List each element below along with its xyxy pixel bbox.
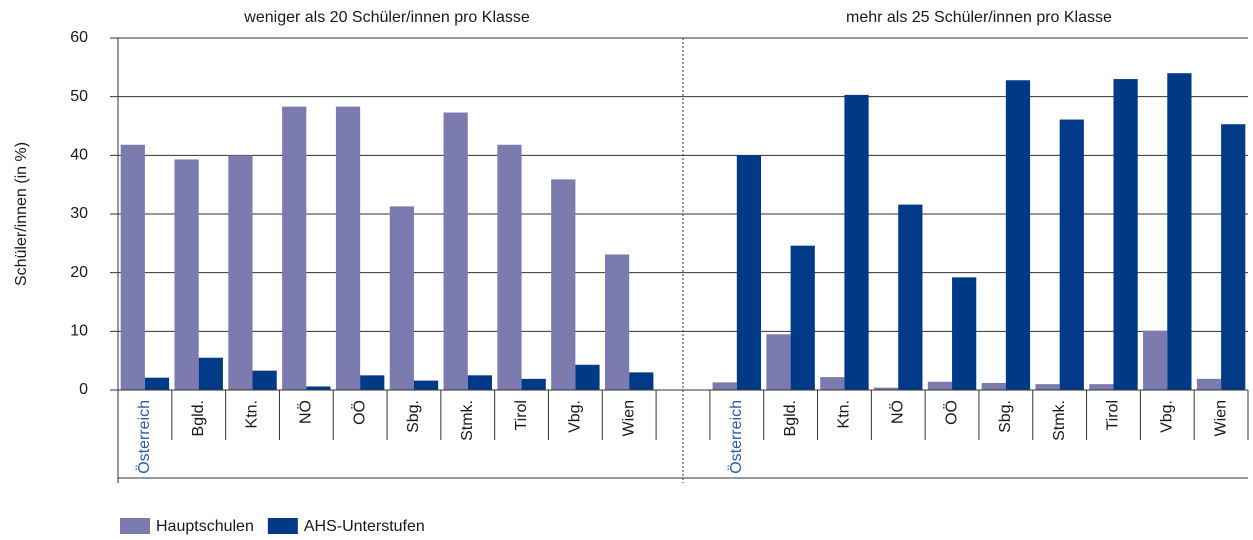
bar	[306, 386, 331, 390]
x-tick-label: NÖ	[888, 400, 906, 424]
x-tick-label: Tirol	[513, 400, 530, 431]
x-tick-label: Sbg.	[997, 400, 1014, 433]
y-tick-label: 20	[70, 264, 88, 281]
bar	[144, 377, 170, 390]
bar	[335, 106, 361, 390]
bar	[198, 357, 223, 390]
group-title: weniger als 20 Schüler/innen pro Klasse	[243, 9, 530, 26]
y-tick-label: 40	[70, 147, 88, 164]
bar	[898, 204, 923, 390]
x-tick-label: Ktn.	[244, 400, 261, 428]
legend-swatch	[267, 518, 298, 534]
y-tick-label: 50	[70, 88, 88, 105]
bar	[712, 382, 737, 390]
bar	[120, 144, 145, 390]
bar	[467, 375, 492, 390]
bar	[1113, 79, 1138, 391]
y-tick-label: 30	[70, 205, 88, 222]
x-tick-label: NÖ	[297, 400, 315, 424]
bar	[1167, 73, 1192, 390]
x-tick-label: Österreich	[135, 400, 153, 474]
x-tick-label: Wien	[620, 400, 637, 436]
bar	[981, 382, 1006, 390]
bar	[1143, 330, 1168, 390]
bar	[575, 364, 600, 390]
bar	[736, 155, 762, 390]
x-tick-label: Vbg.	[567, 400, 584, 433]
x-tick-label: Bgld.	[782, 400, 799, 436]
legend-label: AHS-Unterstufen	[304, 518, 425, 535]
x-tick-label: Stmk.	[459, 400, 476, 441]
bar	[766, 334, 791, 390]
y-axis-label: Schüler/innen (in %)	[13, 142, 30, 286]
bar	[1089, 384, 1114, 390]
x-tick-label: Tirol	[1105, 400, 1122, 431]
x-tick-label: Ktn.	[836, 400, 853, 428]
bar	[1035, 384, 1060, 390]
bar	[228, 155, 253, 390]
bar	[174, 159, 199, 390]
bar	[790, 245, 815, 390]
bar	[551, 179, 576, 390]
x-tick-label: Sbg.	[405, 400, 422, 433]
x-tick-label: OÖ	[942, 400, 960, 425]
legend-swatch	[120, 518, 150, 534]
group-title: mehr als 25 Schüler/innen pro Klasse	[846, 9, 1112, 26]
bar	[604, 254, 630, 390]
x-tick-label: Stmk.	[1051, 400, 1068, 441]
bar	[820, 377, 845, 390]
legend-label: Hauptschulen	[156, 518, 254, 535]
x-tick-label: Vbg.	[1159, 400, 1176, 433]
y-tick-label: 60	[70, 29, 88, 46]
bar	[927, 381, 953, 390]
bar	[389, 206, 414, 390]
bar	[874, 387, 899, 390]
x-tick-label: Bgld.	[190, 400, 207, 436]
bar	[1005, 80, 1031, 391]
y-tick-label: 10	[70, 323, 88, 340]
x-tick-label: Österreich	[727, 400, 745, 474]
bar	[1059, 119, 1084, 391]
bar	[413, 380, 439, 390]
bar	[521, 378, 546, 390]
y-tick-label: 0	[79, 381, 88, 398]
bar	[360, 375, 385, 390]
bar	[497, 144, 522, 390]
x-tick-label: OÖ	[350, 400, 368, 425]
x-tick-label: Wien	[1212, 400, 1229, 436]
bar	[629, 372, 654, 390]
bar	[844, 94, 869, 390]
bar	[1221, 124, 1246, 391]
bar	[252, 370, 277, 390]
bar	[1196, 378, 1222, 390]
bar	[443, 112, 468, 391]
bar	[952, 277, 977, 390]
bar	[282, 106, 307, 390]
